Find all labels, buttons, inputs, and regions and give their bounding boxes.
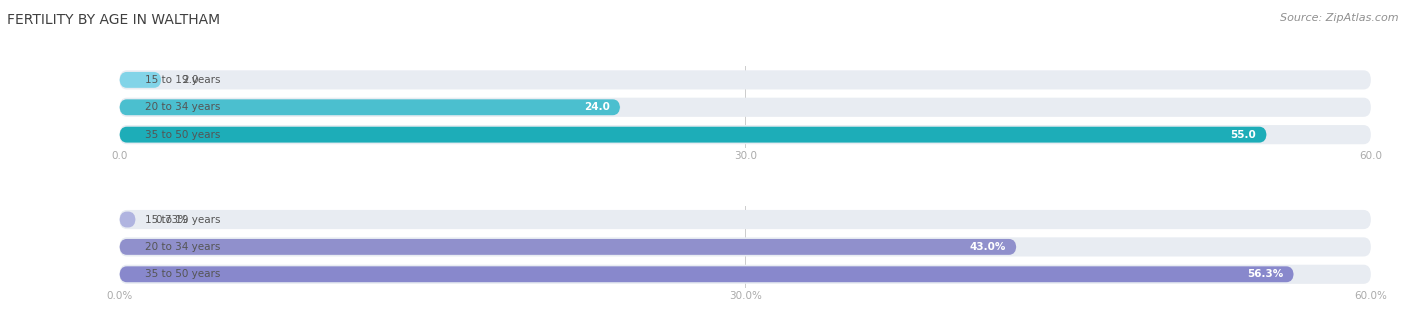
FancyBboxPatch shape [120, 127, 1267, 143]
FancyBboxPatch shape [120, 266, 1294, 282]
Text: 43.0%: 43.0% [970, 242, 1005, 252]
FancyBboxPatch shape [120, 237, 1371, 257]
FancyBboxPatch shape [120, 212, 135, 227]
Text: Source: ZipAtlas.com: Source: ZipAtlas.com [1281, 13, 1399, 23]
Text: 20 to 34 years: 20 to 34 years [145, 102, 219, 112]
Text: 20 to 34 years: 20 to 34 years [145, 242, 219, 252]
FancyBboxPatch shape [120, 125, 1371, 144]
FancyBboxPatch shape [120, 98, 1371, 117]
FancyBboxPatch shape [120, 70, 1371, 89]
Text: 2.0: 2.0 [183, 75, 198, 85]
FancyBboxPatch shape [120, 239, 1017, 255]
Text: 15 to 19 years: 15 to 19 years [145, 214, 219, 224]
Text: 55.0: 55.0 [1230, 130, 1256, 140]
Text: 15 to 19 years: 15 to 19 years [145, 75, 219, 85]
FancyBboxPatch shape [120, 72, 162, 88]
Text: 0.73%: 0.73% [156, 214, 188, 224]
FancyBboxPatch shape [120, 210, 1371, 229]
Text: 35 to 50 years: 35 to 50 years [145, 269, 219, 279]
Text: 35 to 50 years: 35 to 50 years [145, 130, 219, 140]
FancyBboxPatch shape [120, 265, 1371, 284]
Text: 56.3%: 56.3% [1247, 269, 1284, 279]
FancyBboxPatch shape [120, 99, 620, 115]
Text: 24.0: 24.0 [583, 102, 610, 112]
Text: FERTILITY BY AGE IN WALTHAM: FERTILITY BY AGE IN WALTHAM [7, 13, 221, 27]
